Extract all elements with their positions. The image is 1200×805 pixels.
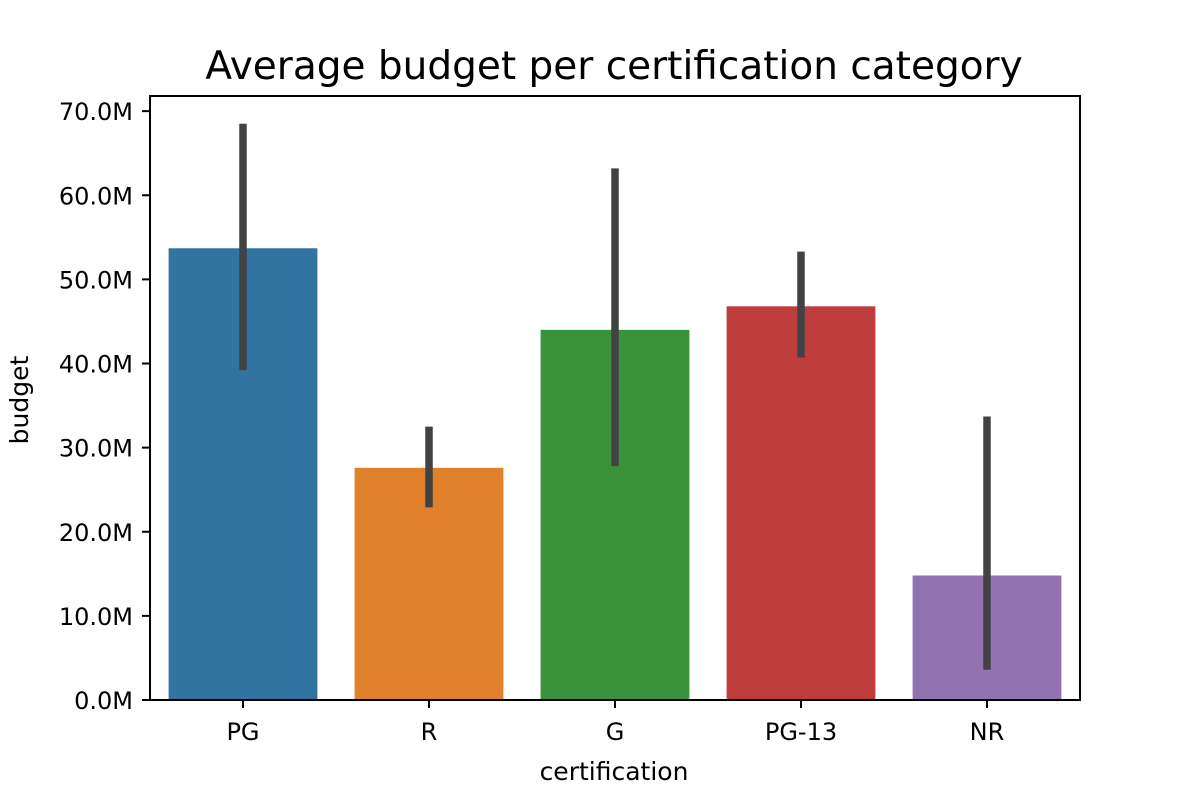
y-tick-label: 70.0M bbox=[59, 98, 133, 126]
y-tick-label: 30.0M bbox=[59, 435, 133, 463]
x-tick-label: R bbox=[421, 718, 438, 746]
y-axis-label: budget bbox=[5, 355, 34, 444]
x-axis-label: certification bbox=[540, 757, 689, 786]
chart-title: Average budget per certification categor… bbox=[205, 44, 1022, 89]
plot-area: 0.0M 10.0M 20.0M 30.0M 40.0M 50.0M 60.0M 70.0M P… bbox=[59, 95, 1081, 746]
y-tick-label: 40.0M bbox=[59, 351, 133, 379]
y-tick-label: 0.0M bbox=[74, 687, 133, 715]
y-tick-label: 20.0M bbox=[59, 519, 133, 547]
x-tick-label: PG bbox=[226, 718, 259, 746]
bar-pg-13 bbox=[726, 306, 876, 700]
y-tick-label: 60.0M bbox=[59, 182, 133, 210]
x-tick-label: PG-13 bbox=[765, 718, 837, 746]
y-tick-label: 50.0M bbox=[59, 266, 133, 294]
x-tick-label: NR bbox=[970, 718, 1005, 746]
x-tick-label: G bbox=[606, 718, 625, 746]
y-tick-label: 10.0M bbox=[59, 603, 133, 631]
